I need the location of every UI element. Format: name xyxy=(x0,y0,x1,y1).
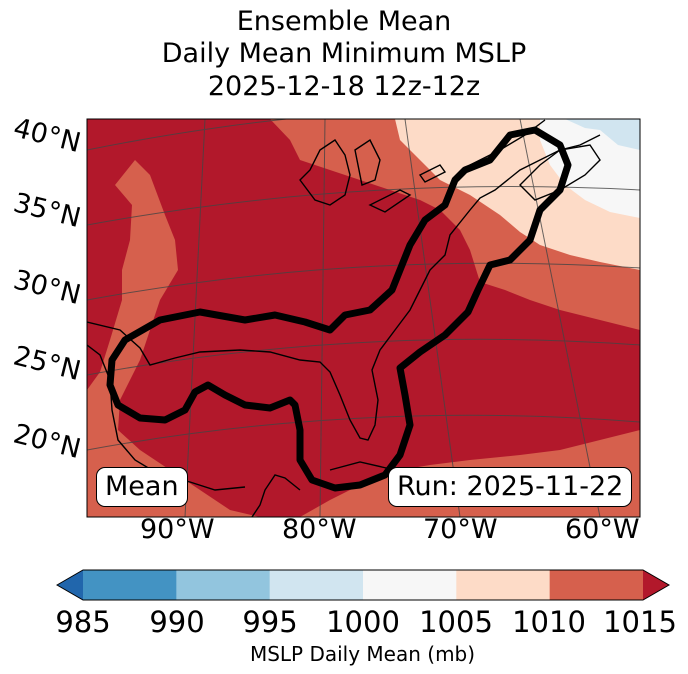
lake-erie xyxy=(368,189,412,213)
parallel-40 xyxy=(87,119,292,151)
map-frame xyxy=(86,118,641,518)
title-line-2: Daily Mean Minimum MSLP xyxy=(161,38,527,69)
colorbar-segment-985 xyxy=(83,570,177,600)
cbar-tick-995: 995 xyxy=(242,605,298,639)
cbar-tick-1005: 1005 xyxy=(419,605,493,639)
nova-scotia xyxy=(519,144,601,201)
title-line-1: Ensemble Mean xyxy=(236,6,452,37)
colorbar-segment-1000 xyxy=(363,570,457,600)
meridian-60 xyxy=(519,119,601,517)
meridian-70 xyxy=(404,119,461,517)
cbar-tick-1010: 1010 xyxy=(512,605,586,639)
lake-huron xyxy=(354,138,381,186)
yucatan-coastline xyxy=(251,474,301,517)
colorbar-segment-1005 xyxy=(456,570,551,600)
us-coastline xyxy=(87,134,601,441)
mslp-field xyxy=(87,119,640,517)
cbar-tick-1015: 1015 xyxy=(603,605,677,639)
colorbar-segment-1010 xyxy=(549,570,644,600)
colorbar-segment-995 xyxy=(269,570,364,600)
parallel-30 xyxy=(87,262,640,301)
cbar-tick-990: 990 xyxy=(149,605,205,639)
cbar-tick-985: 985 xyxy=(55,605,111,639)
colorbar-segment-990 xyxy=(176,570,271,600)
colorbar-label: MSLP Daily Mean (mb) xyxy=(249,642,476,666)
field-1000-1005 xyxy=(540,119,640,218)
lon-label-90: 90°W xyxy=(140,514,215,545)
colorbar-outline xyxy=(55,569,671,601)
run-label: Run: 2025-11-22 xyxy=(388,467,633,507)
meridian-80 xyxy=(319,119,326,517)
field-995-1000 xyxy=(565,119,640,150)
lon-label-70: 70°W xyxy=(423,514,498,545)
lake-ontario xyxy=(418,164,447,183)
colorbar-extend-high xyxy=(643,570,669,600)
meridian-90 xyxy=(184,119,206,517)
cbar-tick-1000: 1000 xyxy=(326,605,400,639)
mean-label: Mean xyxy=(96,467,188,507)
field-1010-west xyxy=(87,160,260,517)
lon-label-80: 80°W xyxy=(282,514,357,545)
coastlines xyxy=(87,119,601,517)
parallel-25 xyxy=(87,338,640,376)
field-ge1015-corner xyxy=(87,119,120,150)
lon-label-60: 60°W xyxy=(565,514,640,545)
colorbar-extend-low xyxy=(57,570,83,600)
colorbar-segments xyxy=(55,569,671,601)
mexico-coastline xyxy=(87,344,246,491)
lake-michigan xyxy=(299,139,351,206)
graticule xyxy=(87,119,640,517)
probability-contour xyxy=(106,126,572,492)
parallel-20 xyxy=(87,414,640,451)
title-line-3: 2025-12-18 12z-12z xyxy=(207,71,481,102)
